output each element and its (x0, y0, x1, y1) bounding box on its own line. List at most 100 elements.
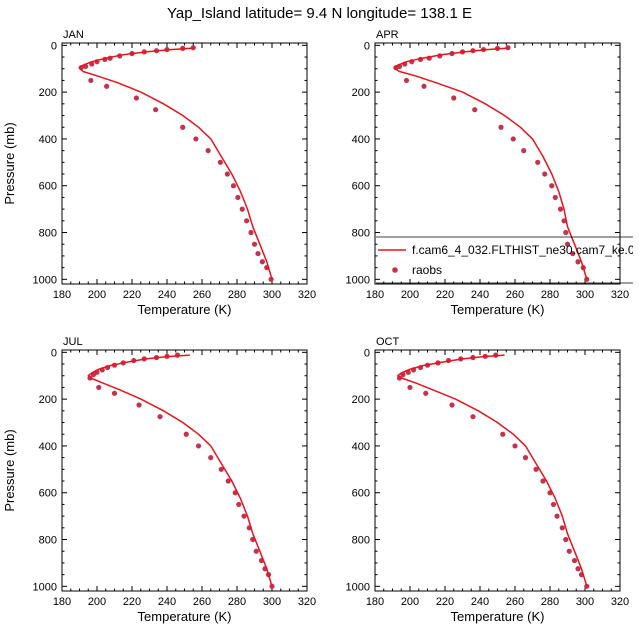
raobs-marker (104, 83, 110, 89)
panel-oct: 180 200 220 240 260 280 300 320 0 200 400 600 800 100… (346, 336, 630, 624)
raobs-marker (180, 124, 186, 130)
model-line (397, 354, 588, 587)
raobs-marker (522, 455, 529, 461)
y-tick-label: 400 (352, 134, 370, 146)
x-tick-label: 320 (298, 596, 316, 608)
raobs-marker (472, 107, 478, 113)
x-tick-label: 240 (471, 596, 489, 608)
raobs-marker (230, 183, 237, 189)
raobs-marker (505, 45, 511, 51)
x-axis-label: Temperature (K) (451, 609, 545, 624)
raobs-marker (235, 194, 241, 201)
model-line (87, 354, 273, 587)
raobs-marker (559, 525, 565, 531)
y-tick-label: 200 (39, 394, 57, 406)
x-tick-label: 240 (158, 289, 176, 301)
y-tick-label: 200 (352, 87, 370, 99)
raobs-marker (224, 171, 230, 177)
panel-label: OCT (376, 336, 400, 348)
x-tick-label: 200 (401, 596, 419, 608)
y-tick-label: 800 (39, 228, 57, 240)
raobs-marker (259, 259, 265, 265)
plot-frame (61, 42, 308, 285)
raobs-marker (550, 501, 557, 508)
x-tick-label: 280 (228, 596, 246, 608)
raobs-marker (561, 218, 567, 224)
y-tick-label: 0 (364, 40, 370, 52)
raobs-marker (563, 536, 569, 543)
raobs-marker (255, 250, 261, 257)
y-axis-label: Pressure (mb) (2, 122, 17, 204)
raobs-marker (195, 443, 202, 449)
plot-area (396, 352, 590, 589)
x-tick-label: 260 (193, 289, 211, 301)
x-axis-label: Temperature (K) (138, 609, 232, 624)
x-tick-label: 240 (158, 596, 176, 608)
x-axis-label: Temperature (K) (138, 302, 232, 317)
y-tick-label: 200 (352, 394, 370, 406)
x-tick-label: 180 (366, 289, 384, 301)
raobs-marker (153, 107, 159, 113)
raobs-marker (470, 414, 476, 420)
raobs-marker (564, 241, 571, 247)
raobs-marker (241, 513, 247, 519)
raobs-marker (498, 124, 504, 130)
y-tick-label: 600 (39, 181, 57, 193)
y-tick-label: 800 (352, 535, 370, 547)
y-tick-label: 600 (39, 488, 57, 500)
panels-group: 180 200 220 240 260 280 300 320 0 200 400 600 800 100… (2, 29, 633, 624)
raobs-marker (251, 241, 258, 247)
raobs-marker (136, 402, 142, 408)
y-tick-label: 1000 (33, 274, 57, 286)
raobs-marker (570, 250, 576, 257)
panel-jul: 180 200 220 240 260 280 300 320 0 200 400 600 800 100… (2, 336, 316, 624)
legend-text-area: f.cam6_4_032.FLTHIST_ne30.cam7_ke.0 (412, 243, 633, 257)
raobs-marker (218, 466, 224, 472)
raobs-marker (540, 478, 546, 484)
raobs-marker (248, 229, 254, 236)
x-tick-label: 300 (263, 596, 281, 608)
x-tick-label: 260 (506, 596, 524, 608)
raobs-marker (423, 390, 429, 396)
x-tick-label: 220 (123, 289, 141, 301)
x-tick-label: 300 (263, 289, 281, 301)
raobs-marker (421, 83, 427, 89)
raobs-marker (533, 466, 539, 472)
y-tick-label: 800 (352, 228, 370, 240)
plot-area (87, 352, 275, 589)
raobs-marker (552, 194, 558, 201)
raobs-marker (510, 136, 516, 142)
raobs-marker (157, 414, 163, 420)
raobs-marker (521, 148, 527, 154)
raobs-marker (535, 159, 541, 165)
raobs-marker (563, 229, 569, 236)
raobs-marker (451, 95, 457, 101)
y-tick-label: 1000 (33, 581, 57, 593)
x-tick-label: 220 (123, 596, 141, 608)
panel-label: APR (376, 29, 399, 41)
x-tick-label: 200 (401, 289, 419, 301)
panel-jan: 180 200 220 240 260 280 300 320 0 200 400 600 800 100… (2, 29, 316, 317)
raobs-marker (584, 276, 590, 282)
plot-area (78, 45, 274, 282)
raobs-marker (500, 431, 506, 437)
raobs-marker (253, 548, 259, 554)
x-tick-label: 280 (541, 596, 559, 608)
x-tick-label: 180 (366, 596, 384, 608)
raobs-marker (554, 513, 560, 519)
x-tick-label: 300 (576, 289, 594, 301)
x-tick-label: 180 (53, 289, 71, 301)
raobs-marker (193, 136, 199, 142)
raobs-marker (549, 183, 555, 189)
raobs-marker (512, 443, 518, 449)
raobs-marker (566, 548, 572, 554)
x-tick-label: 220 (436, 596, 454, 608)
y-tick-label: 400 (39, 441, 57, 453)
panel-label: JAN (63, 29, 84, 41)
x-tick-label: 320 (611, 289, 629, 301)
raobs-marker (571, 557, 578, 564)
figure-title: Yap_Island latitude= 9.4 N longitude= 13… (167, 5, 472, 22)
raobs-marker (225, 478, 231, 484)
